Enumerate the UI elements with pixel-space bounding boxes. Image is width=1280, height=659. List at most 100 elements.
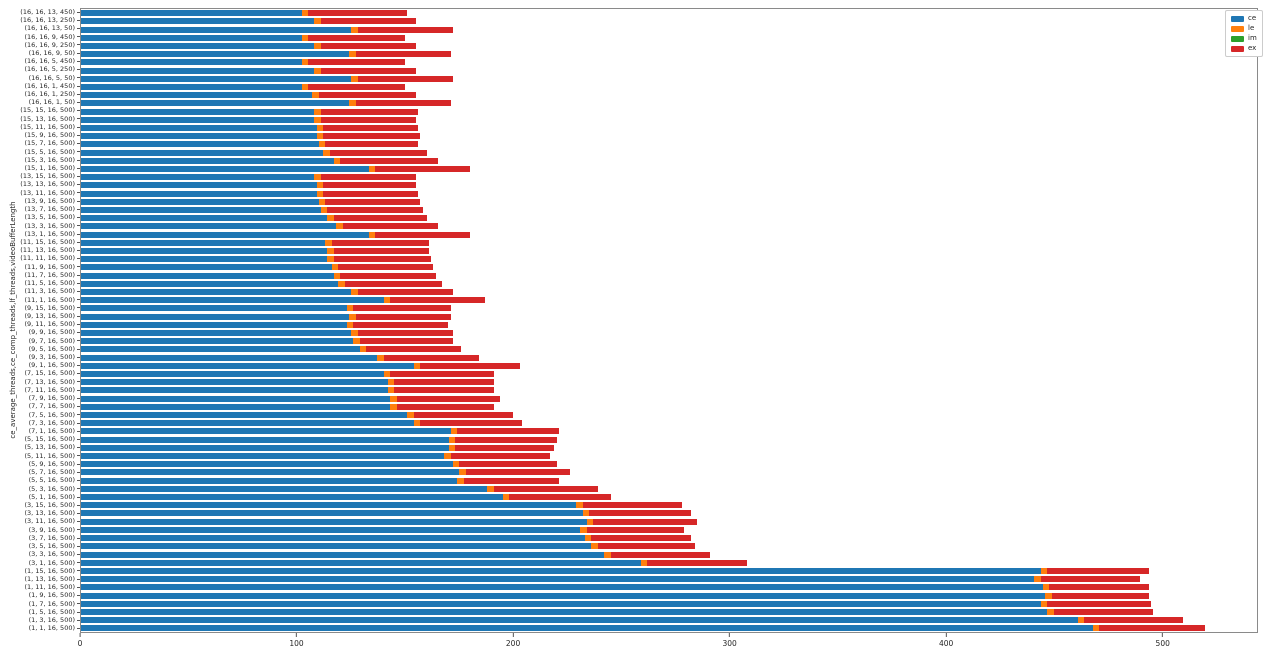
bar-row <box>81 66 1257 74</box>
bar-segment-le <box>390 403 397 410</box>
bar-segment-le <box>323 149 330 156</box>
bar-row <box>81 378 1257 386</box>
bar-row <box>81 411 1257 419</box>
y-tick-label: (15, 11, 16, 500) <box>0 123 80 131</box>
bar-segment-ex <box>320 108 419 115</box>
x-tick: 200 <box>506 633 520 648</box>
bar-segment-ce <box>81 108 315 115</box>
y-tick-label: (9, 1, 16, 500) <box>0 361 80 369</box>
y-tick-mark <box>77 570 80 572</box>
y-tick-label: (16, 16, 13, 250) <box>0 16 80 24</box>
bar-segment-ce <box>81 584 1043 591</box>
y-tick-mark <box>77 233 80 235</box>
bar-segment-ex <box>493 485 598 492</box>
bar-segment-ex <box>1051 592 1149 599</box>
bar-row <box>81 107 1257 115</box>
bar-segment-ex <box>420 420 522 427</box>
stacked-bar <box>81 543 1257 550</box>
stacked-bar <box>81 83 1257 90</box>
bar-segment-le <box>1092 625 1100 632</box>
stacked-bar <box>81 34 1257 41</box>
stacked-bar <box>81 617 1257 624</box>
bar-segment-ex <box>340 272 436 279</box>
y-tick-mark <box>77 480 80 482</box>
stacked-bar <box>81 354 1257 361</box>
bar-segment-ex <box>420 362 520 369</box>
y-tick-label: (11, 5, 16, 500) <box>0 279 80 287</box>
bar-row <box>81 526 1257 534</box>
bar-row <box>81 198 1257 206</box>
bar-segment-le <box>327 215 334 222</box>
stacked-bar <box>81 133 1257 140</box>
bar-segment-ex <box>357 330 453 337</box>
bar-segment-ce <box>81 149 324 156</box>
y-tick-mark <box>77 521 80 523</box>
y-tick-mark <box>77 208 80 210</box>
legend-color-patch <box>1231 15 1244 22</box>
stacked-bar <box>81 256 1257 263</box>
bar-row <box>81 263 1257 271</box>
y-tick-label: (5, 7, 16, 500) <box>0 468 80 476</box>
y-tick-mark <box>77 496 80 498</box>
bar-segment-ex <box>353 321 449 328</box>
bar-segment-ce <box>81 420 414 427</box>
bar-segment-le <box>351 289 358 295</box>
bar-segment-ex <box>459 461 557 468</box>
bar-segment-le <box>318 198 326 205</box>
y-tick-mark <box>77 529 80 531</box>
bar-segment-le <box>349 313 356 320</box>
stacked-bar <box>81 608 1257 615</box>
bar-segment-ce <box>81 83 302 90</box>
y-tick-label: (7, 3, 16, 500) <box>0 419 80 427</box>
stacked-bar <box>81 223 1257 230</box>
stacked-bar <box>81 494 1257 501</box>
bar-segment-ce <box>81 436 449 443</box>
y-tick-label: (15, 9, 16, 500) <box>0 131 80 139</box>
bar-segment-ce <box>81 567 1041 574</box>
bar-row <box>81 534 1257 542</box>
bar-segment-ex <box>329 149 427 156</box>
bar-row <box>81 345 1257 353</box>
bar-segment-ex <box>509 494 611 501</box>
bar-segment-ce <box>81 231 369 238</box>
y-tick-mark <box>77 471 80 473</box>
y-tick-mark <box>77 586 80 588</box>
y-tick-mark <box>77 373 80 375</box>
bar-segment-le <box>312 92 319 99</box>
x-tick: 500 <box>1156 633 1170 648</box>
bar-segment-ex <box>396 395 501 402</box>
bar-segment-ex <box>307 34 406 41</box>
bar-segment-le <box>314 67 321 74</box>
bar-row <box>81 304 1257 312</box>
stacked-bar <box>81 92 1257 99</box>
bar-segment-ce <box>81 551 605 558</box>
bar-row <box>81 181 1257 189</box>
y-tick-label: (11, 9, 16, 500) <box>0 263 80 271</box>
bar-segment-ce <box>81 264 332 271</box>
bar-segment-le <box>318 141 326 148</box>
bar-segment-ex <box>366 346 462 353</box>
bar-segment-ce <box>81 576 1035 583</box>
y-tick-mark <box>77 184 80 186</box>
y-tick-label: (3, 1, 16, 500) <box>0 559 80 567</box>
bar-segment-ce <box>81 444 449 451</box>
y-tick-mark <box>77 11 80 13</box>
y-tick-mark <box>77 307 80 309</box>
bar-segment-ce <box>81 59 302 66</box>
y-tick-label: (16, 16, 5, 450) <box>0 57 80 65</box>
y-tick-mark <box>77 381 80 383</box>
y-tick-mark <box>77 143 80 145</box>
bar-segment-ex <box>355 313 451 320</box>
bar-row <box>81 567 1257 575</box>
bar-row <box>81 616 1257 624</box>
bar-segment-le <box>353 338 360 345</box>
y-tick-label: (3, 11, 16, 500) <box>0 518 80 526</box>
bar-segment-ce <box>81 190 317 197</box>
y-tick-label: (5, 13, 16, 500) <box>0 444 80 452</box>
stacked-bar <box>81 338 1257 345</box>
bar-segment-ex <box>610 551 711 558</box>
bar-segment-ce <box>81 67 315 74</box>
x-tick-mark <box>79 633 81 637</box>
bar-row <box>81 477 1257 485</box>
stacked-bar <box>81 526 1257 533</box>
